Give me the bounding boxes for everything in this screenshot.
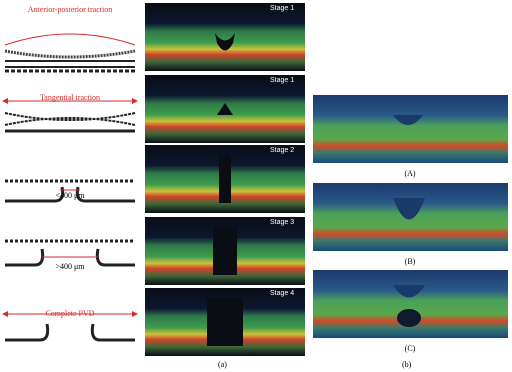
oct-image bbox=[145, 217, 305, 285]
oct-image bbox=[145, 288, 305, 356]
image-label: (C) bbox=[404, 344, 416, 353]
diagram-label: <400 μm bbox=[55, 191, 85, 200]
oct-image bbox=[145, 145, 305, 213]
diagram-label: Complete PVD bbox=[45, 309, 95, 318]
schematic bbox=[2, 311, 138, 342]
caption: (b) bbox=[402, 360, 412, 369]
image-label: (B) bbox=[404, 257, 416, 266]
stage-label: Stage 3 bbox=[270, 219, 295, 226]
stage-label: Stage 4 bbox=[270, 290, 295, 297]
stage-label: Stage 1 bbox=[270, 5, 295, 12]
diagram-label: Tangential traction bbox=[39, 93, 101, 102]
caption: (a) bbox=[218, 360, 227, 369]
schematic bbox=[4, 33, 136, 73]
oct-image bbox=[313, 95, 508, 163]
schematic bbox=[5, 239, 135, 267]
image-label: (A) bbox=[404, 169, 416, 178]
oct-image bbox=[145, 75, 305, 143]
oct-image bbox=[313, 270, 508, 338]
oct-image bbox=[313, 183, 508, 251]
oct-image bbox=[145, 3, 305, 71]
diagram-label: Anterior-posterior traction bbox=[27, 5, 113, 14]
schematic bbox=[5, 179, 135, 203]
diagram-label: >400 μm bbox=[55, 262, 85, 271]
schematic bbox=[2, 98, 138, 133]
stage-label: Stage 1 bbox=[270, 77, 295, 84]
stage-label: Stage 2 bbox=[270, 147, 295, 154]
